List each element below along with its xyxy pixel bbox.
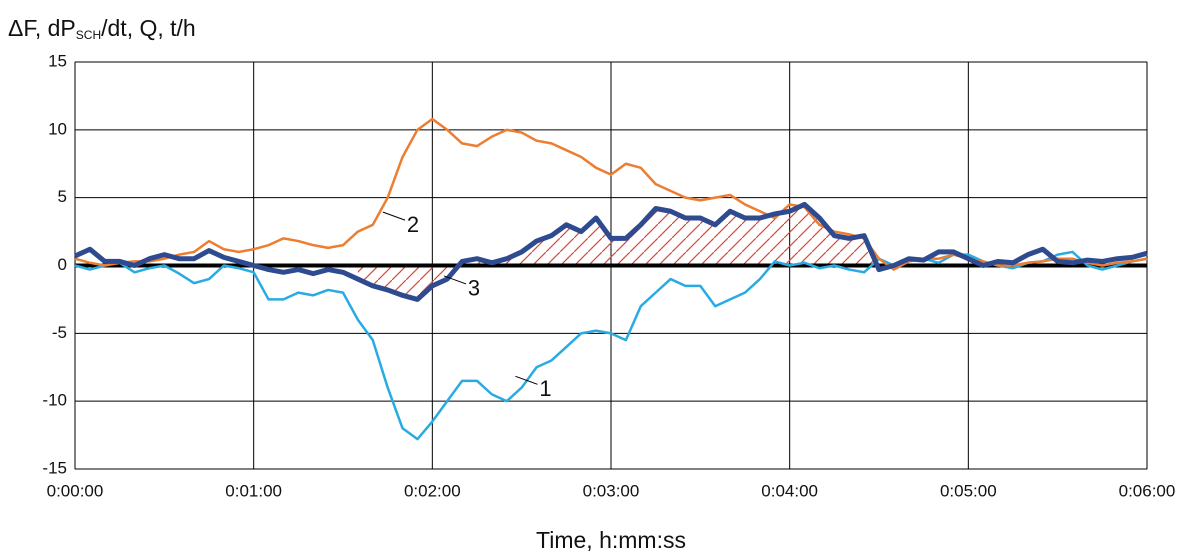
y-tick-label: -15 [42,458,67,477]
y-tick-label: -5 [52,323,67,342]
y-title-part: /dt, Q, t/h [101,15,196,41]
y-tick-label: 0 [58,255,67,274]
y-tick-label: 5 [58,187,67,206]
x-tick-label: 0:04:00 [761,481,818,500]
y-title-part: ΔF, dP [8,15,76,41]
y-title-sub: SCH [76,28,101,42]
x-tick-label: 0:02:00 [404,481,461,500]
y-tick-label: -10 [42,391,67,410]
x-tick-label: 0:00:00 [47,481,104,500]
x-axis-title: Time, h:mm:ss [536,527,686,553]
annotation-leader [382,211,406,221]
data-line [73,201,1148,302]
annotation-leader [443,275,467,285]
x-tick-label: 0:05:00 [940,481,997,500]
y-tick-label: 15 [48,51,67,70]
annotation: 3 [468,276,480,301]
y-tick-label: 10 [48,119,67,138]
annotation: 1 [539,376,551,401]
x-tick-label: 0:06:00 [1119,481,1176,500]
hatch-area [357,204,885,300]
y-axis-title: ΔF, dPSCH/dt, Q, t/h [8,15,196,42]
data-line [74,250,1148,441]
annotation-leader [515,375,538,385]
annotation: 2 [407,212,419,237]
x-tick-label: 0:01:00 [225,481,282,500]
x-tick-label: 0:03:00 [583,481,640,500]
